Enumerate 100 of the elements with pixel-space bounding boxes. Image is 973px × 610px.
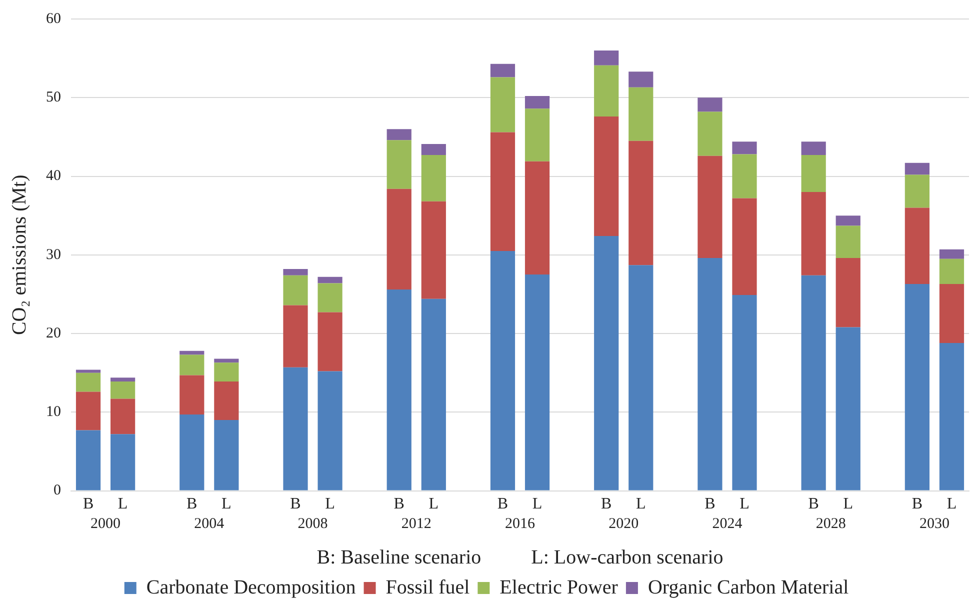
bar: [594, 236, 619, 490]
bar: [214, 362, 239, 382]
bar: [939, 342, 964, 490]
bar: [76, 430, 101, 490]
bar: [732, 295, 757, 490]
x-axis-title: B: Baseline scenario L: Low-carbon scenario: [316, 546, 724, 568]
text: 2024: [712, 516, 743, 532]
bar: [283, 305, 308, 368]
bar: [180, 375, 204, 415]
y-tick-label: 40: [46, 168, 61, 184]
text: 2000: [90, 516, 121, 532]
x-tick-label: B: [912, 496, 923, 513]
bar: [421, 144, 446, 156]
bar: [836, 226, 860, 258]
x-tick-label: B: [808, 496, 819, 513]
bar: [283, 367, 308, 490]
bar: [732, 142, 757, 154]
bar: [421, 155, 446, 202]
legend-label: Organic Carbon Material: [648, 576, 850, 598]
bar: [698, 258, 722, 490]
bar: [904, 162, 930, 175]
text: 2028: [816, 516, 846, 532]
x-tick-label: B: [497, 496, 508, 513]
bar: [386, 129, 412, 140]
bar: [283, 269, 308, 276]
x-tick-label: L: [946, 496, 957, 513]
bar: [421, 298, 446, 490]
bar: [490, 64, 516, 78]
x-tick-label: B: [394, 496, 404, 513]
bar: [490, 250, 516, 490]
x-tick-label: L: [118, 496, 128, 513]
y-tick-label: 0: [54, 482, 61, 499]
bar: [110, 382, 136, 399]
x-tick-label: B: [186, 496, 198, 513]
bar: [386, 140, 412, 189]
bar: [180, 414, 204, 490]
bar: [283, 275, 308, 306]
x-tick-label: L: [325, 496, 335, 513]
bar: [524, 161, 550, 275]
x-tick-label: L: [428, 496, 439, 513]
legend-label: Fossil fuel: [386, 576, 470, 598]
text: 2008: [298, 516, 328, 532]
y-axis-title: CO₂ emissions (Mt): [8, 174, 30, 336]
bar: [490, 132, 516, 251]
bar: [904, 208, 930, 284]
bar: [214, 420, 239, 490]
bar: [628, 72, 654, 88]
bar: [318, 312, 342, 372]
x-tick-label: L: [843, 496, 854, 513]
bar: [490, 77, 516, 132]
text: 2012: [401, 516, 432, 532]
x-tick-label: L: [636, 496, 646, 513]
x-tick-label: B: [290, 496, 301, 513]
bar: [939, 249, 964, 259]
y-tick-label: 50: [46, 90, 61, 106]
bar: [76, 372, 101, 392]
x-tick-label: L: [532, 496, 542, 513]
bar: [180, 354, 204, 376]
bar: [904, 284, 930, 490]
bar: [732, 198, 757, 296]
y-tick-label: 10: [46, 404, 61, 420]
x-tick-label: L: [740, 496, 750, 513]
bar: [628, 265, 654, 490]
bar: [836, 327, 860, 490]
bar: [524, 96, 550, 109]
bar: [110, 434, 136, 490]
bar: [386, 290, 412, 490]
x-tick-label: B: [601, 496, 612, 513]
bar: [594, 65, 619, 117]
bar: [836, 216, 860, 226]
bar: [180, 350, 204, 355]
bar: [214, 358, 239, 363]
bar: [318, 283, 342, 312]
bar: [904, 174, 930, 208]
bar: [524, 274, 550, 490]
bar: [939, 284, 964, 343]
y-tick-label: 60: [46, 10, 61, 27]
bar: [76, 392, 101, 430]
bar: [110, 398, 136, 434]
bar: [801, 142, 826, 156]
y-tick-label: 30: [46, 246, 61, 263]
bar: [594, 116, 619, 236]
text: 2030: [919, 516, 950, 532]
bar: [318, 276, 342, 284]
bar: [801, 275, 826, 490]
text: 2020: [608, 516, 639, 532]
bar: [214, 382, 239, 420]
bar: [732, 154, 757, 198]
bar: [421, 201, 446, 299]
legend-label: Electric Power: [500, 576, 618, 598]
y-tick-label: 20: [46, 325, 61, 342]
x-tick-label: B: [82, 496, 94, 513]
bar: [318, 371, 342, 490]
bar: [524, 108, 550, 162]
bar: [801, 155, 826, 192]
bar: [939, 258, 964, 284]
x-tick-label: L: [222, 496, 232, 513]
x-tick-label: B: [704, 496, 716, 513]
legend-label: Carbonate Decomposition: [146, 576, 356, 598]
bar: [801, 192, 826, 276]
